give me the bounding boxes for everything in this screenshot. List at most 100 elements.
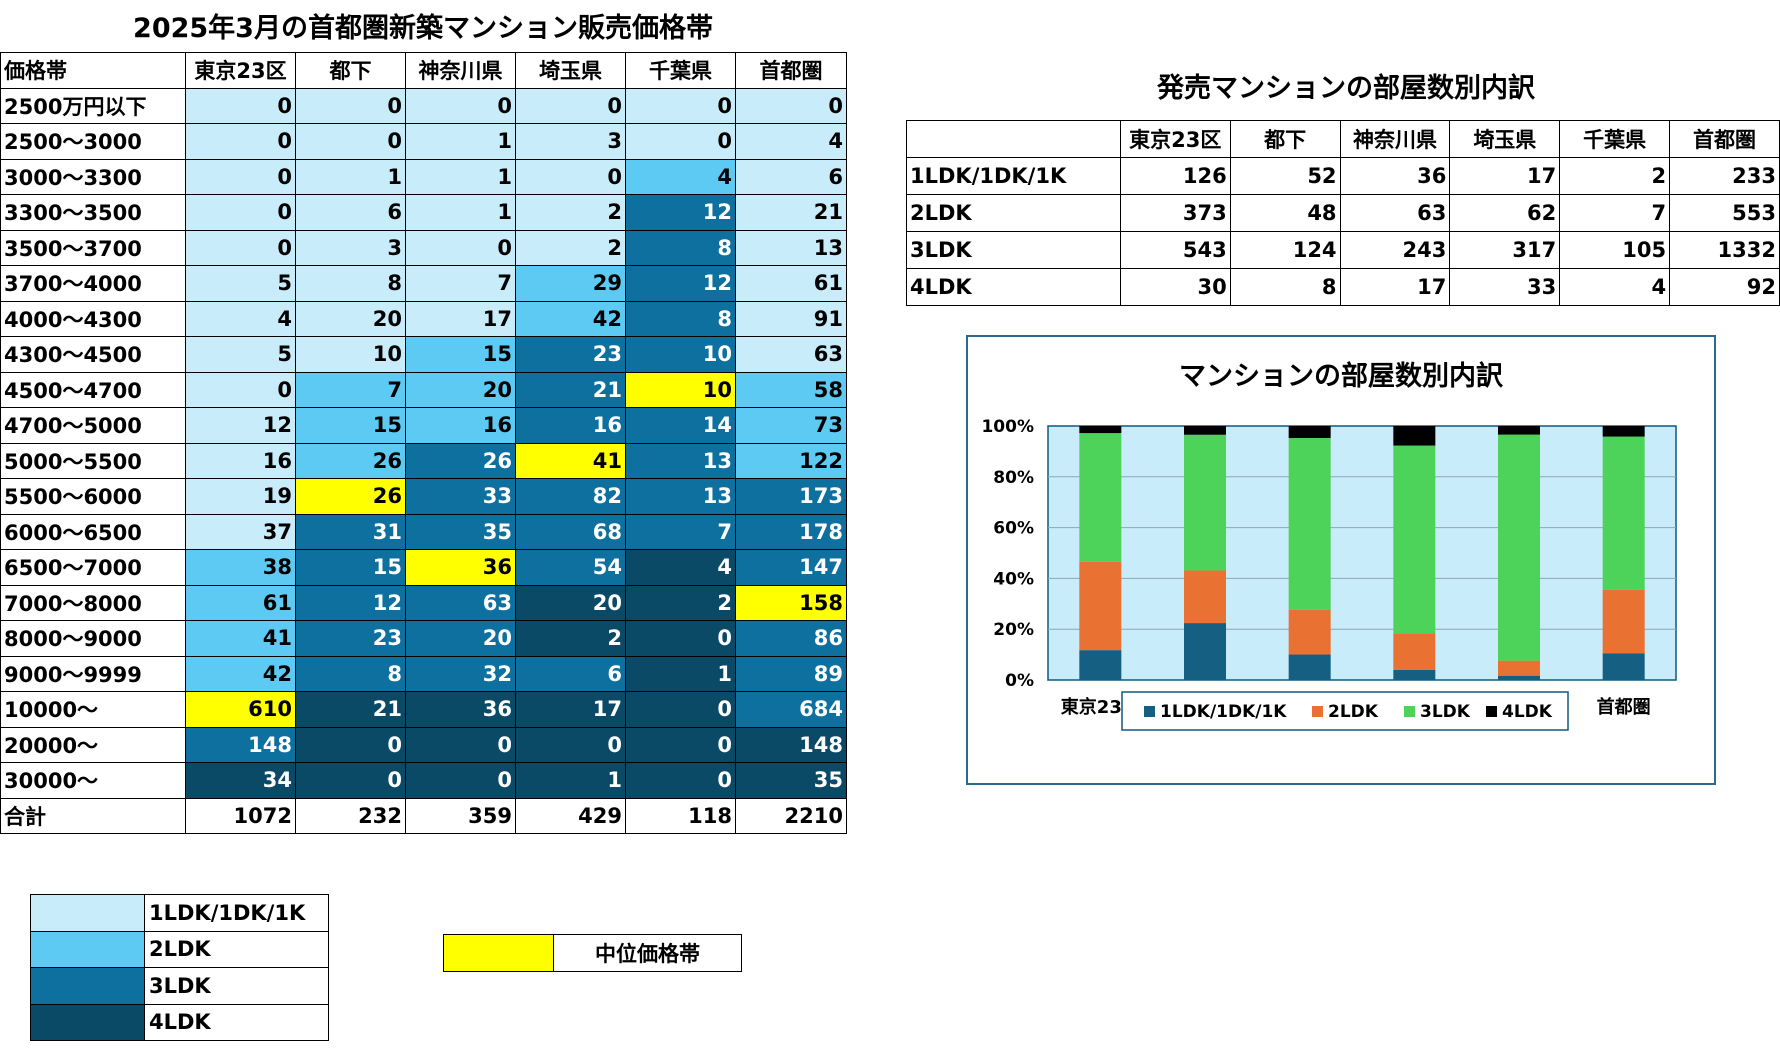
table-cell: 2 bbox=[515, 620, 626, 657]
chart-title: マンションの部屋数別内訳 bbox=[1179, 360, 1504, 392]
bar-segment bbox=[1079, 433, 1122, 562]
table-cell: 62 bbox=[1449, 194, 1561, 232]
column-header: 首都圏 bbox=[1669, 120, 1780, 158]
table-cell: 1 bbox=[515, 762, 626, 799]
table-cell: 20 bbox=[515, 584, 626, 621]
column-header: 都下 bbox=[295, 52, 406, 89]
chart-legend-swatch bbox=[1312, 706, 1323, 717]
bar-segment bbox=[1498, 434, 1540, 661]
table-cell: 36 bbox=[405, 691, 516, 728]
table-cell: 52 bbox=[1229, 157, 1341, 195]
table-row: 3LDK 543 124 243 317 105 1332 bbox=[906, 231, 1780, 269]
table-cell: 4 bbox=[1559, 268, 1671, 306]
legend-row: 3LDK bbox=[30, 967, 329, 1005]
table-cell: 7 bbox=[405, 265, 516, 302]
table-cell: 2 bbox=[1559, 157, 1671, 195]
table-cell: 0 bbox=[185, 158, 296, 195]
table-cell: 8 bbox=[295, 265, 406, 302]
table-cell: 2 bbox=[515, 194, 626, 231]
table-cell: 118 bbox=[625, 797, 736, 834]
price-range-label: 2500～3000 bbox=[0, 123, 186, 160]
price-range-label: 5500～6000 bbox=[0, 478, 186, 515]
table-row: 3700～4000 5 8 7 29 12 61 bbox=[0, 265, 847, 302]
bar-segment bbox=[1498, 675, 1540, 680]
table-cell: 12 bbox=[625, 194, 736, 231]
room-share-chart: マンションの部屋数別内訳0%20%40%60%80%100%東京23区都下神奈川… bbox=[966, 335, 1716, 785]
y-tick-label: 0% bbox=[1005, 671, 1034, 691]
table-cell: 105 bbox=[1559, 231, 1671, 269]
bar-segment bbox=[1184, 434, 1226, 571]
legend-swatch bbox=[30, 1003, 145, 1041]
chart-legend-label: 3LDK bbox=[1420, 702, 1471, 722]
table-cell: 148 bbox=[735, 726, 847, 763]
table-row: 8000～9000 41 23 20 2 0 86 bbox=[0, 620, 847, 657]
column-header: 東京23区 bbox=[185, 52, 296, 89]
legend-label: 3LDK bbox=[144, 967, 329, 1005]
table-cell: 543 bbox=[1119, 231, 1231, 269]
table-cell: 30 bbox=[1119, 268, 1231, 306]
table-cell: 42 bbox=[185, 655, 296, 692]
table-cell: 0 bbox=[625, 87, 736, 124]
bar-segment bbox=[1184, 570, 1226, 624]
table-cell: 4 bbox=[625, 549, 736, 586]
price-range-label: 2500万円以下 bbox=[0, 87, 186, 124]
table-cell: 173 bbox=[735, 478, 847, 515]
table-cell: 17 bbox=[405, 300, 516, 337]
table-cell: 4 bbox=[625, 158, 736, 195]
chart-legend-swatch bbox=[1486, 706, 1497, 717]
median-swatch bbox=[443, 934, 554, 972]
table-cell: 35 bbox=[735, 762, 847, 799]
table-cell: 1332 bbox=[1669, 231, 1780, 269]
median-legend: 中位価格帯 bbox=[443, 934, 742, 972]
table-cell: 26 bbox=[295, 478, 406, 515]
table-cell: 0 bbox=[515, 726, 626, 763]
table-cell: 0 bbox=[185, 123, 296, 160]
table-cell: 0 bbox=[515, 87, 626, 124]
table-cell: 13 bbox=[625, 442, 736, 479]
column-header: 都下 bbox=[1229, 120, 1341, 158]
table-cell: 15 bbox=[295, 549, 406, 586]
table-cell: 29 bbox=[515, 265, 626, 302]
legend-swatch bbox=[30, 894, 145, 932]
table-row: 4LDK 30 8 17 33 4 92 bbox=[906, 268, 1780, 306]
table-row: 合計 1072 232 359 429 118 2210 bbox=[0, 797, 847, 834]
table-cell: 26 bbox=[295, 442, 406, 479]
table-cell: 15 bbox=[405, 336, 516, 373]
column-header: 価格帯 bbox=[0, 52, 186, 89]
table-cell: 4 bbox=[185, 300, 296, 337]
table-cell: 0 bbox=[625, 726, 736, 763]
table-cell: 33 bbox=[1449, 268, 1561, 306]
price-range-label: 3000～3300 bbox=[0, 158, 186, 195]
price-range-label: 4500～4700 bbox=[0, 371, 186, 408]
price-range-label: 7000～8000 bbox=[0, 584, 186, 621]
column-header: 神奈川県 bbox=[405, 52, 516, 89]
table-cell: 37 bbox=[185, 513, 296, 550]
bar-segment bbox=[1602, 436, 1645, 590]
room-type-legend: 1LDK/1DK/1K 2LDK 3LDK 4LDK bbox=[30, 894, 329, 1041]
table-cell: 122 bbox=[735, 442, 847, 479]
column-header: 埼玉県 bbox=[1449, 120, 1561, 158]
legend-swatch bbox=[30, 930, 145, 968]
table-cell: 429 bbox=[515, 797, 626, 834]
summary-title: 発売マンションの部屋数別内訳 bbox=[1157, 73, 1535, 104]
x-tick-label: 首都圏 bbox=[1597, 696, 1651, 718]
table-cell: 19 bbox=[185, 478, 296, 515]
table-cell: 317 bbox=[1449, 231, 1561, 269]
table-cell: 36 bbox=[405, 549, 516, 586]
table-cell: 3 bbox=[295, 229, 406, 266]
table-cell: 10 bbox=[625, 336, 736, 373]
table-cell: 73 bbox=[735, 407, 847, 444]
table-cell: 373 bbox=[1119, 194, 1231, 232]
table-cell: 35 bbox=[405, 513, 516, 550]
table-cell: 16 bbox=[405, 407, 516, 444]
price-range-label: 4700～5000 bbox=[0, 407, 186, 444]
chart-svg: マンションの部屋数別内訳0%20%40%60%80%100%東京23区都下神奈川… bbox=[981, 360, 1677, 731]
table-cell: 10 bbox=[295, 336, 406, 373]
table-row: 2500～3000 0 0 1 3 0 4 bbox=[0, 123, 847, 160]
table-cell: 8 bbox=[1229, 268, 1341, 306]
table-cell: 6 bbox=[515, 655, 626, 692]
table-cell: 178 bbox=[735, 513, 847, 550]
bar-segment bbox=[1184, 426, 1226, 435]
table-cell: 21 bbox=[295, 691, 406, 728]
bar-segment bbox=[1288, 654, 1331, 680]
